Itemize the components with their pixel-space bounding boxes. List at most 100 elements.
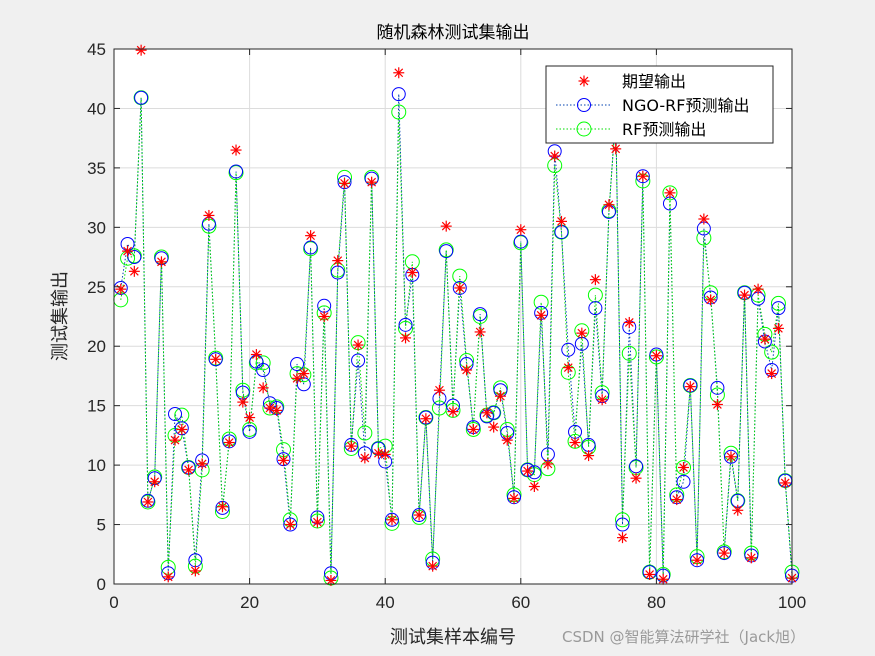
data-point-rf [255, 355, 271, 371]
y-tick-label: 40 [87, 99, 106, 118]
data-point-expected [311, 516, 323, 528]
data-point-expected [739, 289, 751, 301]
legend-label-ngo-rf: NGO-RF预测输出 [622, 96, 750, 115]
data-point-rf [303, 241, 319, 257]
data-point-expected [549, 150, 561, 162]
data-point-expected [386, 514, 398, 526]
data-point-expected [772, 322, 784, 334]
data-point-expected [664, 187, 676, 199]
data-point-expected [522, 465, 534, 477]
data-point-expected [637, 170, 649, 182]
data-point-expected [535, 309, 547, 321]
legend-label-expected: 期望输出 [622, 72, 686, 91]
data-point-expected [149, 476, 161, 488]
data-point-expected [305, 230, 317, 242]
data-point-expected [481, 407, 493, 419]
data-point-ngo-rf [242, 424, 257, 439]
x-tick-label: 0 [109, 593, 118, 612]
data-point-expected [223, 437, 235, 449]
data-point-expected [494, 390, 506, 402]
data-point-expected [617, 532, 628, 544]
data-point-expected [427, 560, 439, 572]
data-point-expected [630, 472, 642, 484]
x-tick-label: 40 [376, 593, 395, 612]
watermark: CSDN @智能算法研学社（Jack旭） [562, 628, 805, 646]
data-point-expected [115, 283, 127, 295]
data-point-rf [445, 402, 461, 418]
data-point-expected [393, 67, 405, 79]
data-point-expected [474, 326, 486, 338]
y-axis-label: 测试集输出 [50, 271, 71, 361]
data-point-expected [569, 437, 581, 449]
data-point-rf [472, 309, 488, 324]
data-point-expected [372, 447, 384, 459]
data-point-expected [420, 413, 432, 425]
data-point-rf [533, 294, 549, 310]
data-point-expected [291, 372, 303, 384]
data-point-expected [406, 267, 418, 279]
data-point-expected [461, 364, 473, 376]
data-point-expected [698, 213, 710, 225]
data-point-ngo-rf [412, 508, 427, 523]
data-point-expected [583, 450, 595, 462]
data-point-expected [528, 481, 540, 493]
data-point-expected [284, 519, 296, 531]
data-point-ngo-rf [452, 280, 467, 295]
data-point-expected [379, 448, 391, 460]
data-point-rf [228, 165, 244, 181]
data-point-expected [515, 224, 527, 236]
data-point-expected [400, 332, 412, 344]
data-point-expected [711, 398, 723, 410]
series-line-ngo-rf [120, 94, 793, 576]
data-point-expected [576, 327, 588, 339]
data-point-rf [513, 235, 529, 251]
chart-title: 随机森林测试集输出 [377, 23, 530, 43]
data-point-rf [309, 513, 325, 529]
data-point-expected [589, 274, 601, 286]
data-point-expected [122, 245, 134, 257]
x-tick-label: 100 [778, 593, 806, 612]
data-point-expected [752, 283, 764, 295]
data-point-expected [433, 384, 445, 396]
y-tick-label: 45 [87, 40, 106, 59]
data-point-ngo-rf [635, 169, 650, 184]
data-point-expected [359, 452, 371, 464]
data-point-ngo-rf [391, 87, 406, 102]
data-point-expected [250, 349, 262, 361]
data-point-expected [691, 554, 703, 566]
data-point-expected [718, 547, 730, 559]
data-point-rf [764, 344, 780, 360]
data-point-expected [271, 404, 283, 416]
series-line-rf [120, 97, 793, 579]
data-point-expected [413, 509, 425, 521]
data-point-ngo-rf [283, 517, 298, 532]
legend-marker-expected [578, 75, 590, 87]
data-point-ngo-rf [134, 90, 149, 105]
y-tick-label: 30 [87, 218, 106, 237]
data-point-expected [237, 396, 249, 408]
data-point-expected [210, 353, 222, 365]
data-point-rf [140, 494, 156, 510]
data-point-expected [454, 282, 466, 294]
data-point-rf [696, 230, 712, 246]
data-point-ngo-rf [676, 474, 691, 489]
data-point-expected [216, 501, 228, 513]
data-point-expected [318, 311, 330, 322]
data-point-ngo-rf [690, 553, 705, 568]
data-point-rf [615, 512, 630, 528]
data-point-ngo-rf [398, 317, 413, 332]
series-expected [115, 44, 798, 586]
data-point-ngo-rf [168, 406, 183, 421]
data-point-expected [732, 504, 744, 516]
data-point-expected [196, 458, 208, 470]
data-point-expected [610, 143, 622, 155]
y-tick-label: 25 [87, 278, 106, 297]
data-point-ngo-rf [290, 357, 305, 372]
data-point-rf [662, 185, 678, 201]
data-point-expected [501, 434, 513, 446]
data-point-expected [128, 265, 140, 277]
axes-box [113, 48, 793, 585]
data-point-expected [759, 333, 771, 345]
data-point-rf [465, 421, 481, 437]
